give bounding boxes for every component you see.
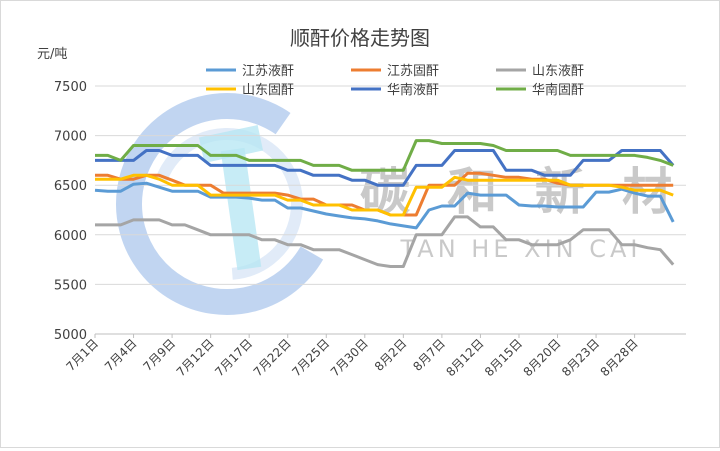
y-tick-labels: 5000 5500 6000 6500 7000 7500 bbox=[54, 80, 87, 343]
series-line-2 bbox=[95, 215, 675, 268]
x-tick-label: 8月28日 bbox=[598, 336, 641, 379]
y-tick-label: 6000 bbox=[54, 229, 87, 244]
x-tick-label: 7月25日 bbox=[289, 336, 332, 379]
y-tick-label: 7000 bbox=[54, 130, 87, 145]
x-tick-label: 8月12日 bbox=[443, 336, 486, 379]
x-tick-label: 7月9日 bbox=[141, 336, 179, 374]
x-tick-label: 7月12日 bbox=[174, 336, 217, 379]
series-line-0 bbox=[94, 181, 675, 230]
legend-label: 华南液酐 bbox=[387, 82, 439, 98]
x-tick-label: 7月4日 bbox=[102, 336, 140, 374]
x-tick-label: 8月15日 bbox=[482, 336, 525, 379]
y-tick-label: 5500 bbox=[54, 278, 87, 293]
x-tick-label: 7月30日 bbox=[328, 336, 371, 379]
legend-label: 山东液酐 bbox=[532, 64, 584, 79]
x-tick-label: 8月7日 bbox=[410, 336, 448, 374]
series-line-4 bbox=[95, 149, 675, 187]
legend-label: 山东固酐 bbox=[242, 83, 294, 98]
y-tick-label: 7500 bbox=[54, 80, 87, 95]
y-tick-label: 6500 bbox=[54, 179, 87, 194]
x-tick-label: 7月22日 bbox=[251, 336, 294, 379]
x-tick-label: 8月23日 bbox=[559, 336, 602, 379]
series-line-5 bbox=[95, 139, 674, 172]
legend-label: 江苏液酐 bbox=[242, 63, 294, 79]
y-tick-label: 5000 bbox=[54, 328, 87, 343]
legend-label: 华南固酐 bbox=[532, 82, 584, 98]
series-lines bbox=[94, 139, 675, 268]
x-tick-label: 8月20日 bbox=[521, 336, 564, 379]
chart-title: 顺酐价格走势图 bbox=[290, 26, 430, 50]
x-tick-label: 7月17日 bbox=[212, 336, 255, 379]
series-line-3 bbox=[95, 173, 674, 217]
legend-label: 江苏固酐 bbox=[387, 63, 439, 79]
y-axis-label: 元/吨 bbox=[37, 47, 67, 62]
x-tick-label: 8月2日 bbox=[372, 336, 410, 374]
